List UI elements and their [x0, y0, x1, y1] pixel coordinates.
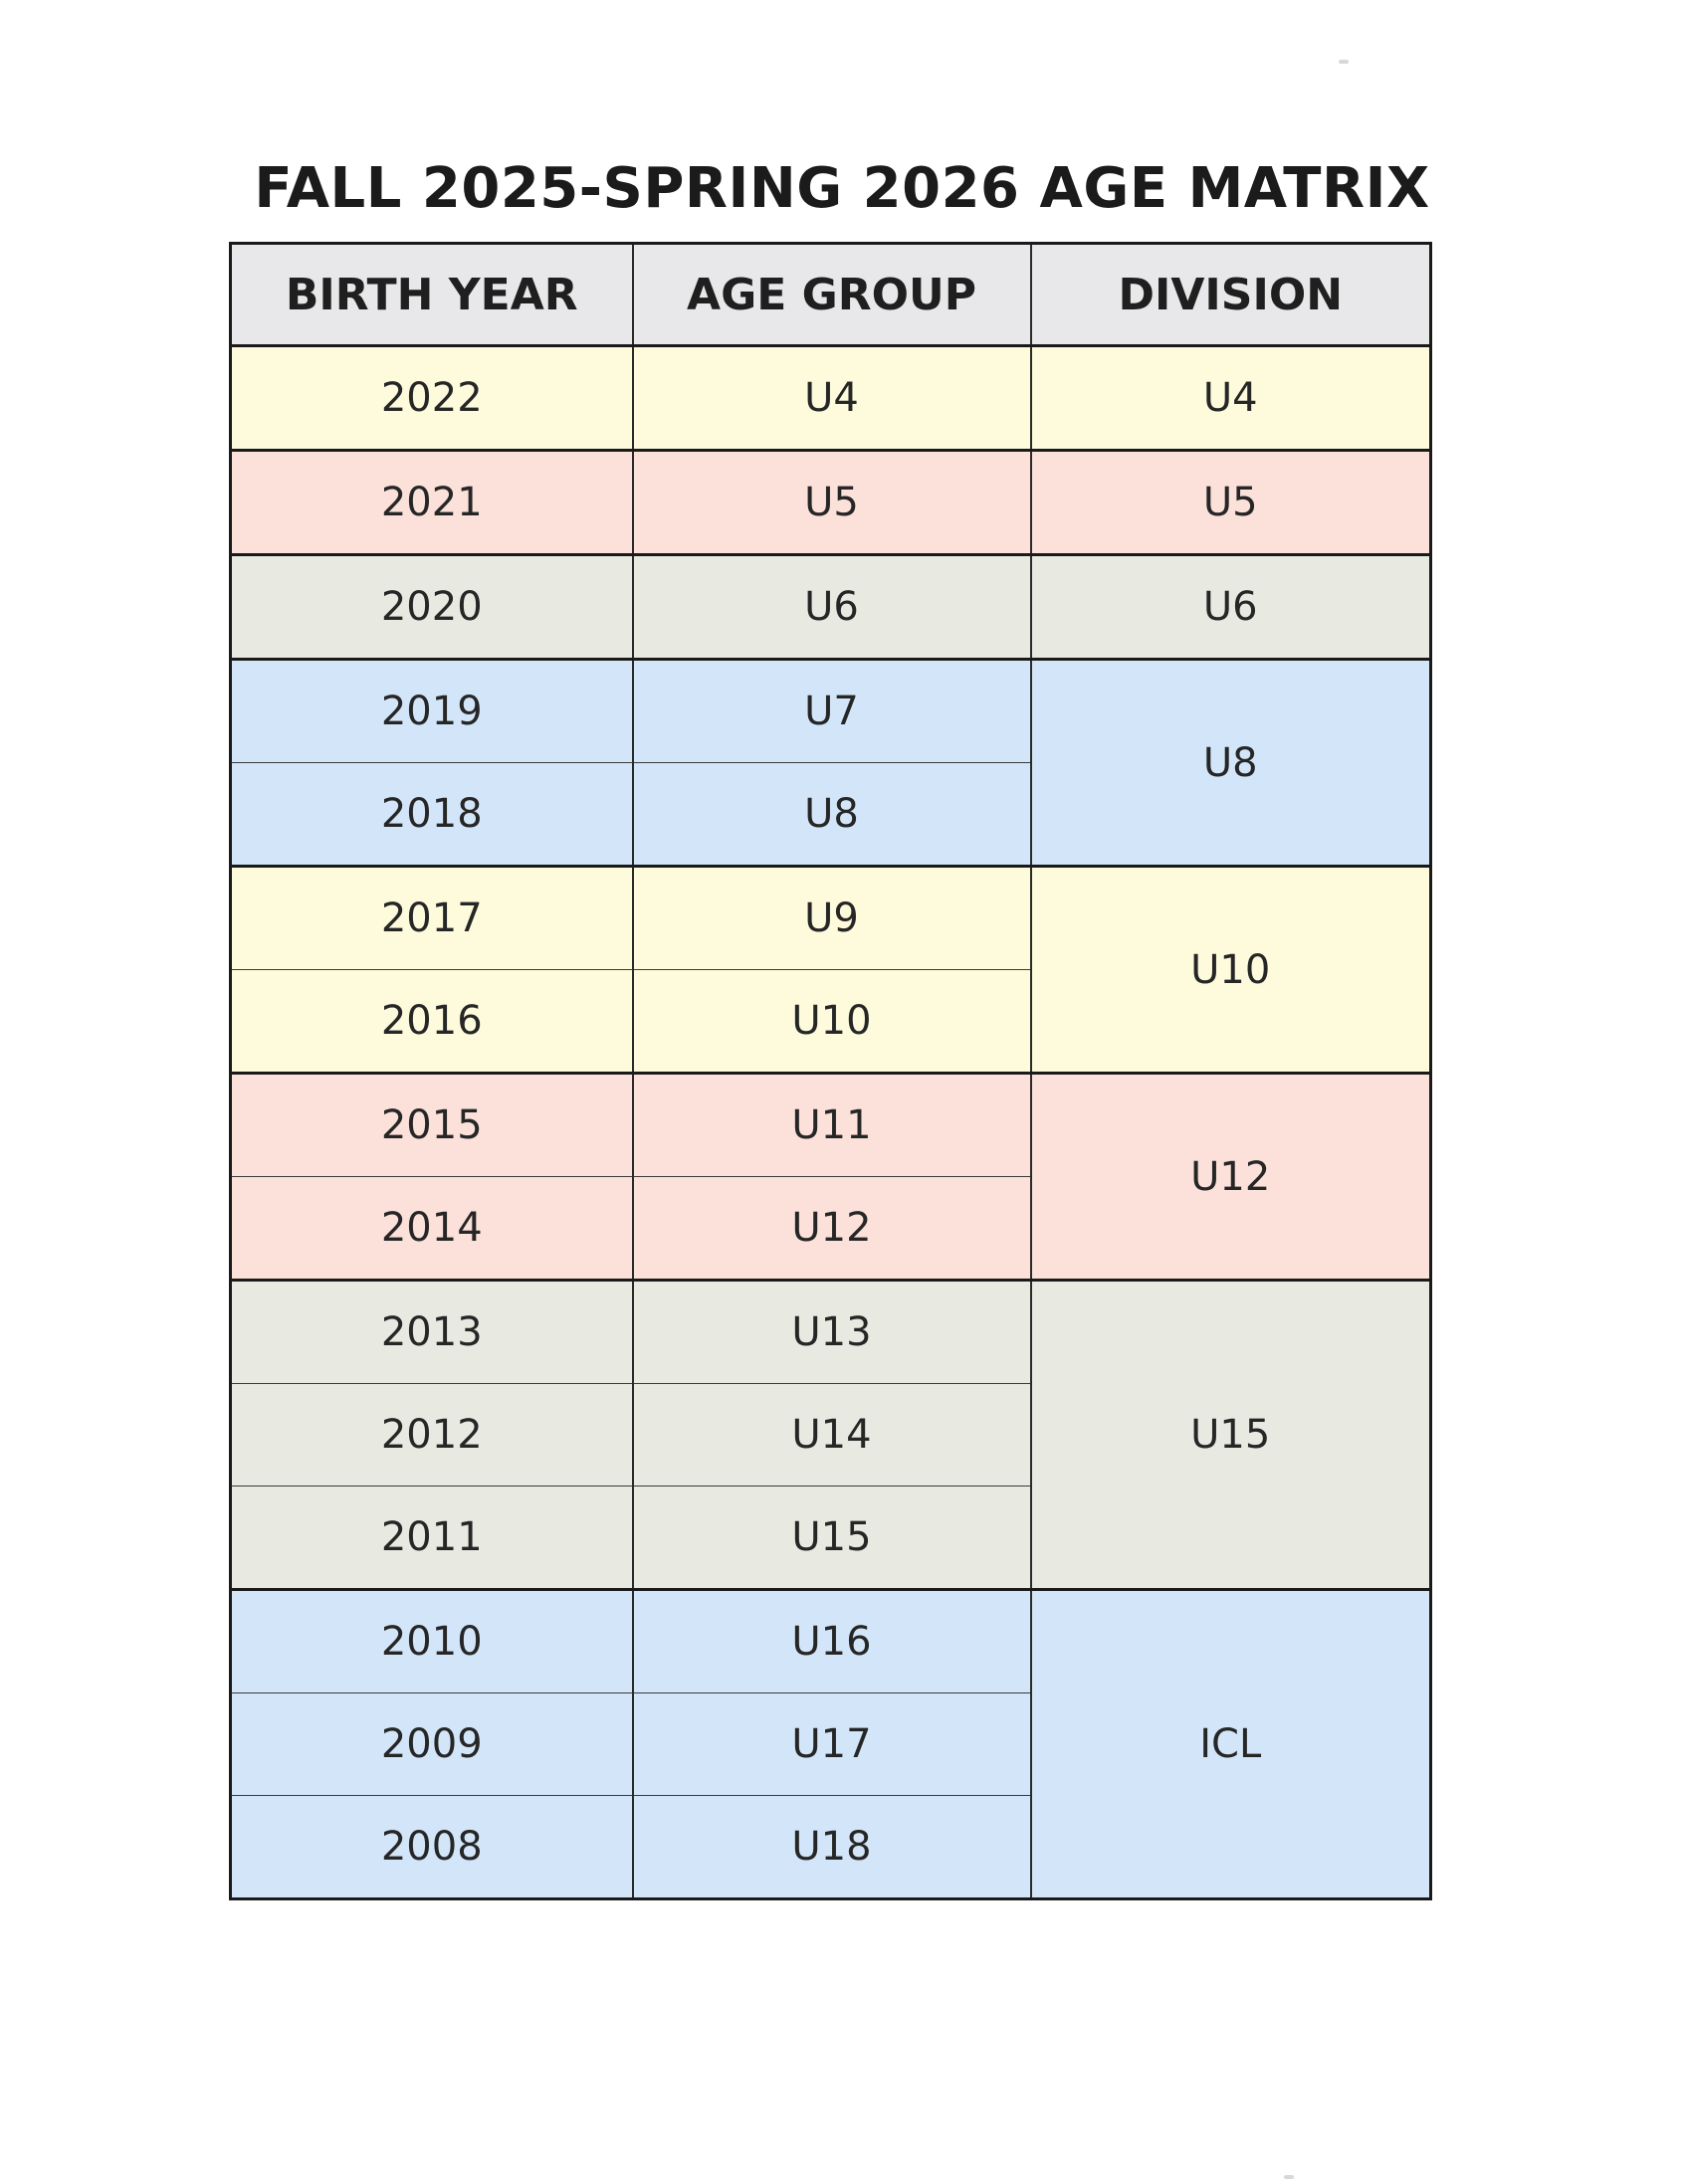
age-group-cell: U17 — [631, 1692, 1032, 1796]
table-header: BIRTH YEAR AGE GROUP DIVISION — [229, 242, 1432, 347]
age-group-cell: U18 — [631, 1795, 1032, 1900]
birth-year-cell: 2012 — [229, 1383, 634, 1487]
birth-year-cell: 2010 — [229, 1588, 634, 1693]
table-row: 2015 U11 U12 — [229, 1072, 1432, 1281]
header-birth-year: BIRTH YEAR — [229, 242, 634, 347]
division-cell: U10 — [1029, 865, 1432, 1074]
page-title: FALL 2025-SPRING 2026 AGE MATRIX — [254, 156, 1430, 221]
age-group-cell: U14 — [631, 1383, 1032, 1487]
age-group-cell: U7 — [631, 658, 1032, 763]
scan-speck — [1339, 60, 1349, 64]
birth-year-cell: 2008 — [229, 1795, 634, 1900]
age-group-cell: U6 — [631, 553, 1032, 660]
age-group-cell: U10 — [631, 969, 1032, 1074]
division-cell: U8 — [1029, 658, 1432, 867]
division-cell: U4 — [1029, 344, 1432, 451]
age-group-cell: U12 — [631, 1176, 1032, 1281]
birth-year-cell: 2017 — [229, 865, 634, 970]
age-group-cell: U9 — [631, 865, 1032, 970]
age-group-cell: U4 — [631, 344, 1032, 451]
birth-year-cell: 2014 — [229, 1176, 634, 1281]
table-row: 2013 U13 U15 — [229, 1279, 1432, 1590]
division-cell: U5 — [1029, 449, 1432, 555]
age-group-cell: U15 — [631, 1486, 1032, 1590]
birth-year-cell: 2020 — [229, 553, 634, 660]
age-group-cell: U5 — [631, 449, 1032, 555]
age-group-cell: U13 — [631, 1279, 1032, 1384]
header-age-group: AGE GROUP — [631, 242, 1032, 347]
division-cell: U15 — [1029, 1279, 1432, 1590]
birth-year-cell: 2015 — [229, 1072, 634, 1177]
table-row: 2017 U9 U10 — [229, 865, 1432, 1074]
table-body: 2022 U4 U4 2021 U5 U5 2020 U6 U6 2019 U7… — [229, 344, 1432, 1900]
table-row: 2021 U5 U5 — [229, 449, 1432, 555]
age-group-cell: U8 — [631, 762, 1032, 867]
birth-year-cell: 2011 — [229, 1486, 634, 1590]
age-matrix-table: BIRTH YEAR AGE GROUP DIVISION 2022 U4 U4… — [229, 242, 1432, 1900]
table-row: 2020 U6 U6 — [229, 553, 1432, 660]
birth-year-cell: 2019 — [229, 658, 634, 763]
birth-year-cell: 2013 — [229, 1279, 634, 1384]
table-row: 2010 U16 ICL — [229, 1588, 1432, 1899]
birth-year-cell: 2016 — [229, 969, 634, 1074]
division-cell: U12 — [1029, 1072, 1432, 1281]
birth-year-cell: 2009 — [229, 1692, 634, 1796]
division-cell: U6 — [1029, 553, 1432, 660]
header-row: BIRTH YEAR AGE GROUP DIVISION — [229, 242, 1432, 347]
division-cell: ICL — [1029, 1588, 1432, 1899]
birth-year-cell: 2018 — [229, 762, 634, 867]
scan-speck — [1284, 2175, 1294, 2179]
age-group-cell: U16 — [631, 1588, 1032, 1693]
birth-year-cell: 2022 — [229, 344, 634, 451]
age-group-cell: U11 — [631, 1072, 1032, 1177]
birth-year-cell: 2021 — [229, 449, 634, 555]
table-row: 2019 U7 U8 — [229, 658, 1432, 867]
header-division: DIVISION — [1029, 242, 1432, 347]
table-row: 2022 U4 U4 — [229, 344, 1432, 451]
